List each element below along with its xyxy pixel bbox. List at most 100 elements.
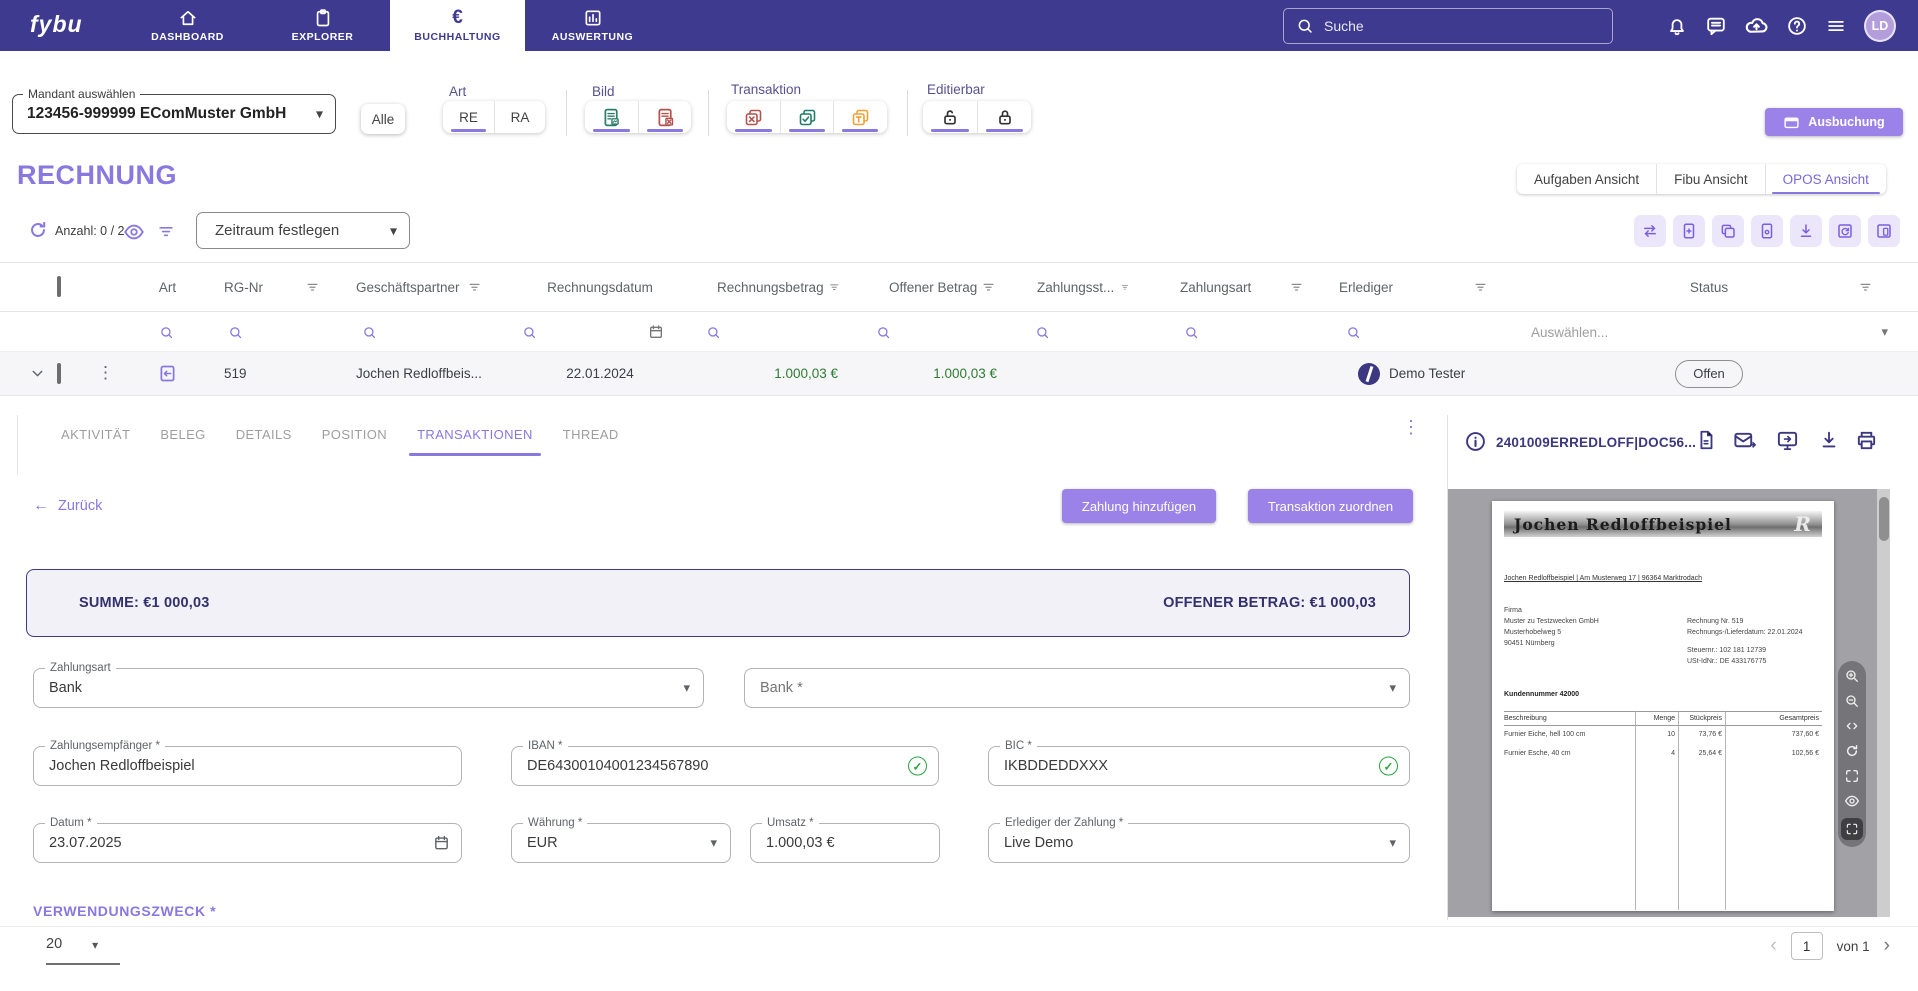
zahlungsart-select[interactable]: Zahlungsart Bank ▾	[33, 661, 704, 708]
iban-input[interactable]	[527, 748, 893, 784]
alle-button[interactable]: Alle	[361, 104, 405, 134]
add-payment-button[interactable]: Zahlung hinzufügen	[1062, 489, 1216, 523]
umsatz-input[interactable]	[766, 825, 894, 861]
user-avatar[interactable]: LD	[1864, 9, 1896, 42]
art-ra-toggle[interactable]: RA	[494, 101, 545, 133]
bild-with-image-toggle[interactable]	[585, 101, 638, 133]
ausbuchung-button[interactable]: Ausbuchung	[1765, 108, 1903, 136]
fit-width-button[interactable]	[1844, 718, 1860, 734]
table-refresh-button[interactable]	[1829, 215, 1861, 247]
bild-without-image-toggle[interactable]	[638, 101, 691, 133]
filter-status-select[interactable]: Auswählen... ▾	[1500, 324, 1918, 340]
messages-button[interactable]	[1705, 15, 1727, 37]
send-mail-button[interactable]	[1733, 429, 1756, 452]
copy-button[interactable]	[1712, 215, 1744, 247]
view-tab-opos[interactable]: OPOS Ansicht	[1764, 164, 1886, 194]
filter-datum[interactable]	[500, 324, 700, 340]
zahlungsempfaenger-input[interactable]	[49, 748, 416, 784]
filter-betrag[interactable]	[700, 325, 840, 340]
document-name[interactable]: 2401009ERREDLOFF|DOC56...	[1496, 435, 1697, 450]
funnel-icon[interactable]	[828, 280, 840, 295]
calendar-icon[interactable]	[648, 324, 664, 340]
row-expand-chevron-icon[interactable]	[29, 365, 46, 382]
cloud-upload-button[interactable]	[1744, 13, 1769, 38]
view-mode-button[interactable]	[1844, 793, 1860, 809]
search-input[interactable]	[1324, 18, 1600, 34]
next-page-button[interactable]: ›	[1883, 935, 1890, 956]
share-screen-button[interactable]	[1776, 429, 1799, 452]
assign-transaction-button[interactable]: Transaktion zuordnen	[1248, 489, 1413, 523]
bic-input[interactable]	[1004, 748, 1364, 784]
notifications-button[interactable]	[1666, 15, 1688, 37]
app-logo[interactable]: fybu	[30, 11, 83, 37]
nav-item-buchhaltung[interactable]: € BUCHHALTUNG	[390, 0, 525, 51]
datum-input[interactable]	[49, 825, 416, 861]
transaktion-matched-toggle[interactable]	[780, 101, 833, 133]
transaktion-none-toggle[interactable]	[727, 101, 780, 133]
tab-beleg[interactable]: BELEG	[158, 427, 207, 456]
calendar-button[interactable]	[433, 835, 450, 852]
funnel-icon[interactable]	[1473, 280, 1488, 295]
art-re-toggle[interactable]: RE	[443, 101, 494, 133]
funnel-icon[interactable]	[981, 280, 996, 295]
rotate-button[interactable]	[1844, 743, 1860, 759]
doc-info-button[interactable]	[1464, 430, 1487, 453]
tab-details[interactable]: DETAILS	[234, 427, 294, 456]
funnel-icon[interactable]	[1858, 280, 1873, 295]
detail-menu-button[interactable]: ⋮	[1402, 417, 1420, 437]
filter-zahlungsart[interactable]	[1130, 325, 1310, 340]
fullscreen-button[interactable]	[1841, 818, 1863, 840]
tab-position[interactable]: POSITION	[320, 427, 389, 456]
view-tab-aufgaben[interactable]: Aufgaben Ansicht	[1517, 164, 1656, 194]
help-button[interactable]	[1786, 15, 1808, 37]
editierbar-unlocked-toggle[interactable]	[923, 101, 977, 133]
duplicate-add-button[interactable]	[1673, 215, 1705, 247]
reassign-button[interactable]	[1634, 215, 1666, 247]
funnel-icon[interactable]	[1120, 280, 1130, 295]
filter-art[interactable]	[135, 325, 200, 340]
global-search[interactable]	[1283, 8, 1613, 44]
bank-select[interactable]: Bank * ▾	[744, 668, 1410, 708]
current-page-input[interactable]	[1790, 932, 1823, 960]
download-button[interactable]	[1790, 215, 1822, 247]
nav-item-auswertung[interactable]: AUSWERTUNG	[525, 0, 660, 51]
refresh-button[interactable]	[27, 219, 49, 241]
side-panel-button[interactable]	[1868, 215, 1900, 247]
filter-offener[interactable]	[840, 325, 1000, 340]
tab-thread[interactable]: THREAD	[561, 427, 621, 456]
select-all-checkbox[interactable]	[57, 276, 61, 297]
editierbar-locked-toggle[interactable]	[977, 101, 1031, 133]
funnel-icon[interactable]	[467, 280, 482, 295]
zoom-out-button[interactable]	[1844, 693, 1860, 709]
prev-page-button[interactable]: ‹	[1770, 935, 1777, 956]
waehrung-select[interactable]: Währung * EUR ▾	[511, 816, 731, 863]
filter-partner[interactable]	[330, 325, 500, 340]
page-size-select[interactable]: 20 ▾	[46, 936, 98, 952]
scrollbar-thumb[interactable]	[1878, 497, 1889, 541]
download-document-button[interactable]	[1818, 429, 1840, 451]
zoom-in-button[interactable]	[1844, 668, 1860, 684]
back-link[interactable]: ← Zurück	[33, 497, 102, 515]
print-button[interactable]	[1855, 429, 1878, 452]
preview-button[interactable]	[1751, 215, 1783, 247]
menu-button[interactable]	[1825, 15, 1847, 37]
funnel-icon[interactable]	[305, 280, 320, 295]
tab-aktivitaet[interactable]: AKTIVITÄT	[59, 427, 132, 456]
tab-transaktionen[interactable]: TRANSAKTIONEN	[409, 427, 541, 456]
snapshot-button[interactable]	[1844, 768, 1860, 784]
nav-item-explorer[interactable]: EXPLORER	[255, 0, 390, 51]
filter-button[interactable]	[156, 222, 176, 242]
erlediger-select[interactable]: Erlediger der Zahlung * Live Demo ▾	[988, 816, 1410, 863]
view-tab-fibu[interactable]: Fibu Ansicht	[1656, 164, 1765, 194]
invoice-row[interactable]: ⋮ 519 Jochen Redloffbeis... 22.01.2024 1…	[0, 352, 1918, 396]
filter-zahlungsst[interactable]	[1000, 325, 1130, 340]
transaktion-partial-toggle[interactable]	[833, 101, 886, 133]
viewer-scrollbar[interactable]	[1877, 489, 1890, 917]
row-menu-button[interactable]: ⋮	[97, 363, 114, 382]
filter-erlediger[interactable]	[1310, 325, 1500, 340]
mandant-select[interactable]: Mandant auswählen 123456-999999 EComMust…	[12, 86, 336, 134]
funnel-icon[interactable]	[1289, 280, 1304, 295]
zeitraum-select[interactable]: Zeitraum festlegen ▾	[196, 212, 410, 249]
nav-item-dashboard[interactable]: DASHBOARD	[120, 0, 255, 51]
visibility-button[interactable]	[123, 221, 145, 243]
